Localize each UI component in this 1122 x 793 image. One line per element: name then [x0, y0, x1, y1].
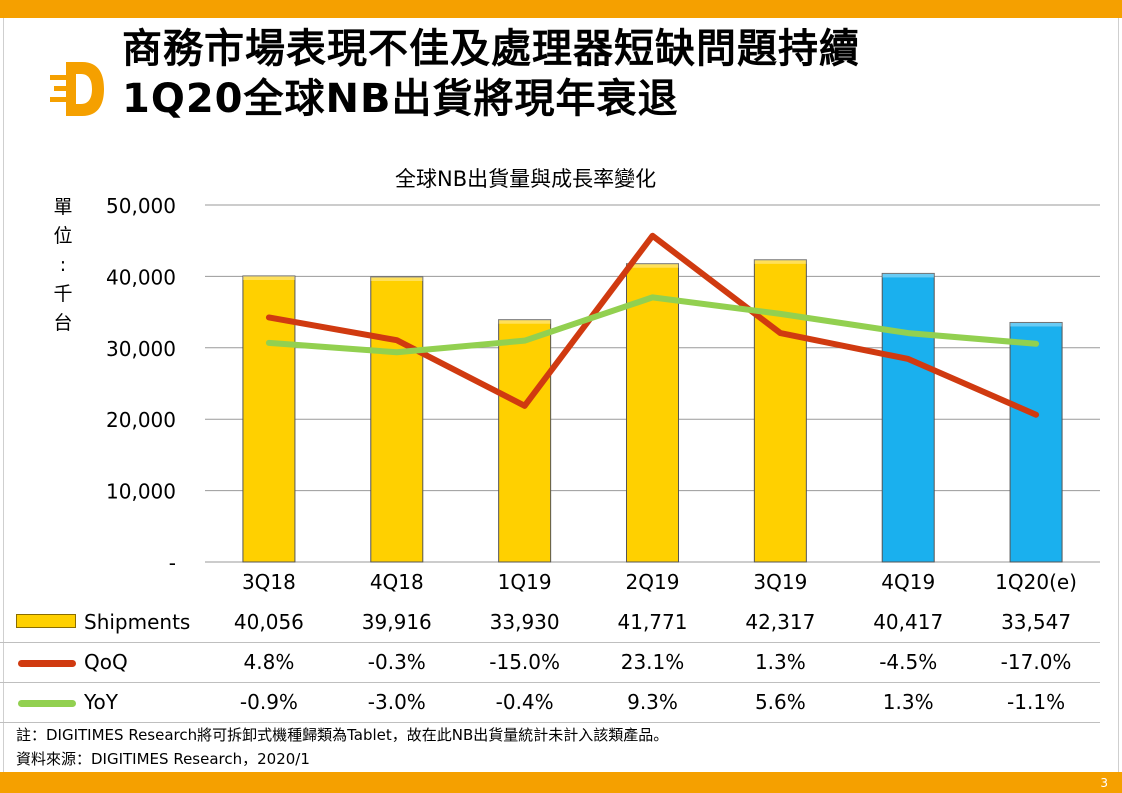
y-tick-label: 10,000 [106, 480, 176, 504]
y-tick-label: 20,000 [106, 408, 176, 432]
x-tick-label: 3Q18 [242, 570, 296, 594]
table-cell: 39,916 [361, 610, 432, 634]
table-cell: 5.6% [754, 690, 806, 714]
table-row: Shipments 40,056 39,916 33,930 41,771 42,317 4… [0, 602, 1122, 643]
page-number: 3 [1100, 776, 1108, 790]
row-divider [0, 722, 1100, 723]
table-cell: 9.3% [627, 690, 678, 714]
source-note: 資料來源：DIGITIMES Research，2020/1 [16, 750, 310, 768]
table-cell: -0.4% [495, 690, 554, 714]
shipment-bar [242, 275, 296, 563]
shipment-bar [1009, 321, 1063, 563]
x-tick-label: 3Q19 [753, 570, 807, 594]
y-tick-label: - [169, 551, 176, 575]
bar-highlight [882, 273, 935, 278]
series-label: YoY [84, 690, 119, 714]
table-cell: -1.1% [1007, 690, 1066, 714]
shipment-bar [370, 276, 424, 563]
qoq-legend-swatch [18, 660, 76, 667]
title-line-1: 商務市場表現不佳及處理器短缺問題持續 [122, 26, 860, 72]
qoq-line [265, 232, 1040, 418]
bar-highlight [626, 263, 679, 268]
y-tick-label: 40,000 [106, 265, 176, 289]
chart-title: 全球NB出貨量與成長率變化 [395, 167, 657, 191]
table-cell: 40,056 [233, 610, 304, 634]
table-cell: 1.3% [882, 690, 934, 714]
table-cell: 41,771 [617, 610, 688, 634]
table-cell: 42,317 [745, 610, 816, 634]
series-label: Shipments [84, 610, 191, 634]
footnote: 註：DIGITIMES Research將可拆卸式機種歸類為Tablet，故在此… [16, 726, 669, 744]
table-cell: -3.0% [367, 690, 426, 714]
x-tick-label: 2Q19 [626, 570, 680, 594]
y-tick-label: 50,000 [106, 194, 176, 218]
bar-highlight [242, 276, 295, 281]
table-cell: -4.5% [879, 650, 938, 674]
table-cell: 23.1% [620, 650, 685, 674]
series-label: QoQ [84, 650, 128, 674]
shipment-bar [626, 263, 679, 563]
table-cell: 40,417 [873, 610, 944, 634]
yoy-legend-swatch [18, 700, 76, 707]
bar-highlight [370, 276, 423, 281]
table-cell: 4.8% [243, 650, 295, 674]
x-tick-label: 4Q19 [881, 570, 935, 594]
x-tick-label: 1Q20(e) [995, 570, 1077, 594]
y-tick-label: 30,000 [106, 337, 176, 361]
x-tick-label: 1Q19 [498, 570, 552, 594]
table-cell: -0.3% [367, 650, 426, 674]
digitimes-logo-icon [50, 62, 104, 116]
table-cell: 1.3% [754, 650, 806, 674]
table-row: QoQ 4.8% -0.3% -15.0% 23.1% 1.3% -4.5% -17.0% [0, 642, 1122, 683]
table-cell: -15.0% [489, 650, 561, 674]
slide-frame [3, 18, 1119, 772]
shipments-legend-swatch [16, 614, 76, 628]
bar-highlight [754, 259, 807, 264]
bottom-band [0, 772, 1122, 793]
shipment-bar [498, 319, 552, 563]
y-axis-unit-label: 單位:千台 [53, 196, 73, 334]
yoy-line [265, 294, 1040, 356]
slide-title: 商務市場表現不佳及處理器短缺問題持續 1Q20全球NB出貨將現年衰退 [122, 24, 1102, 124]
row-divider [0, 642, 1100, 643]
bar-highlight [1010, 322, 1063, 327]
shipment-bar [881, 272, 935, 563]
table-cell: 33,547 [1001, 610, 1072, 634]
chart-plot: - 10,000 20,000 30,000 40,000 50,000 3Q18 4Q18 1… [106, 194, 1100, 594]
table-cell: -0.9% [239, 690, 298, 714]
table-cell: 33,930 [489, 610, 560, 634]
shipment-bar [753, 259, 807, 563]
table-cell: -17.0% [1000, 650, 1072, 674]
bar-highlight [498, 319, 551, 324]
row-divider [0, 682, 1100, 683]
title-line-2: 1Q20全球NB出貨將現年衰退 [122, 76, 679, 122]
x-tick-label: 4Q18 [370, 570, 424, 594]
table-row: YoY -0.9% -3.0% -0.4% 9.3% 5.6% 1.3% -1.1% [0, 682, 1122, 723]
top-band [0, 0, 1122, 18]
